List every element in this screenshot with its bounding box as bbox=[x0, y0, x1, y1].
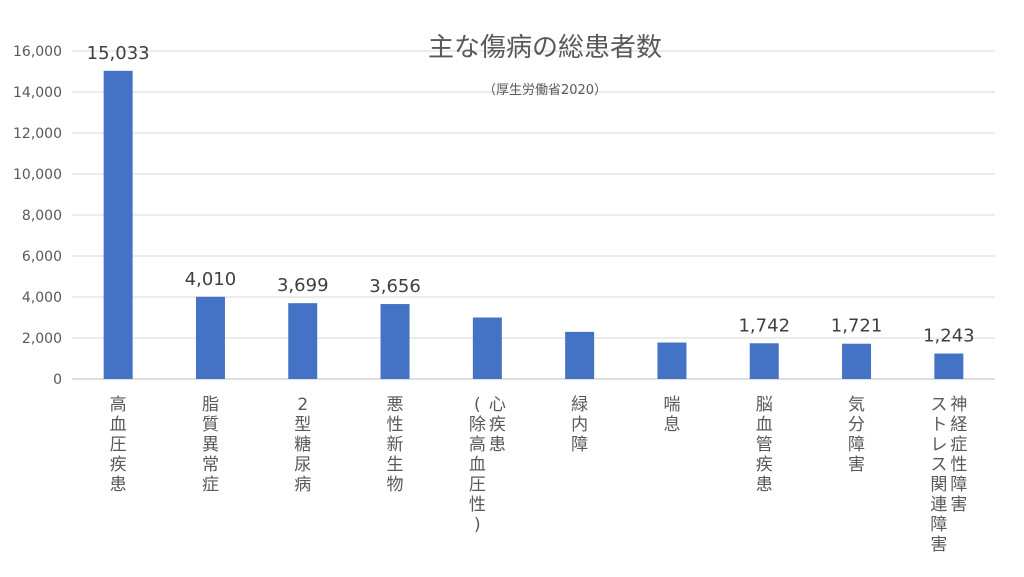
category-label: 脂質異常症 bbox=[202, 395, 219, 495]
x-axis-category-labels: 高血圧疾患 脂質異常症 2 型糖尿病 悪性新生物 心疾患(除高血圧性) 緑内障 喘息 脳血管疾患… bbox=[110, 395, 968, 555]
y-tick-label: 12,000 bbox=[13, 126, 62, 142]
bars bbox=[103, 70, 964, 380]
data-label: 4,010 bbox=[185, 269, 237, 290]
bar bbox=[657, 342, 687, 379]
category-label-text: 悪性新生物 bbox=[387, 395, 404, 495]
gridlines bbox=[72, 50, 995, 380]
category-label: 脳血管疾患 bbox=[756, 395, 773, 495]
data-label: 3,656 bbox=[369, 276, 421, 297]
chart-subtitle: （厚生労働省2020） bbox=[483, 83, 607, 98]
category-label-text: ストレス関連障害 bbox=[930, 395, 947, 555]
y-tick-label: 8,000 bbox=[22, 208, 62, 224]
bar bbox=[288, 303, 318, 379]
bar bbox=[934, 353, 964, 379]
chart-title: 主な傷病の総患者数 bbox=[428, 33, 662, 63]
category-label-text: 脳血管疾患 bbox=[756, 395, 773, 495]
y-axis-tick-labels: 0 2,000 4,000 6,000 8,000 10,000 12,000 14,000 1… bbox=[13, 44, 62, 388]
y-tick-label: 16,000 bbox=[13, 44, 62, 60]
bar bbox=[380, 304, 410, 379]
data-labels: 15,033 4,010 3,699 3,656 1,742 1,721 1,243 bbox=[87, 43, 975, 347]
y-tick-label: 4,000 bbox=[22, 290, 62, 306]
bar bbox=[195, 296, 225, 379]
category-label-text: 喘息 bbox=[663, 395, 680, 435]
category-label: 気分障害 bbox=[848, 395, 865, 475]
bar bbox=[565, 331, 595, 379]
category-label-text: (除高血圧性) bbox=[469, 395, 486, 535]
y-tick-label: 2,000 bbox=[22, 331, 62, 347]
bar bbox=[842, 343, 872, 379]
y-tick-label: 14,000 bbox=[13, 85, 62, 101]
category-label-text: 神経症性障害 bbox=[950, 395, 967, 515]
category-label-text: 高血圧疾患 bbox=[110, 395, 127, 495]
category-label: 高血圧疾患 bbox=[110, 395, 127, 495]
y-tick-label: 6,000 bbox=[22, 249, 62, 265]
category-label: 2 型糖尿病 bbox=[294, 395, 311, 495]
data-label: 3,699 bbox=[277, 275, 329, 296]
y-tick-label: 10,000 bbox=[13, 167, 62, 183]
category-label-text: 心疾患 bbox=[489, 395, 506, 455]
bar bbox=[472, 317, 502, 379]
category-label: 心疾患(除高血圧性) bbox=[469, 395, 506, 535]
category-label: 悪性新生物 bbox=[387, 395, 404, 495]
category-label-text: 脂質異常症 bbox=[202, 395, 219, 495]
data-label: 1,742 bbox=[738, 315, 790, 336]
bar bbox=[749, 343, 779, 379]
category-label-text: 緑内障 bbox=[571, 395, 588, 455]
y-tick-label: 0 bbox=[53, 372, 62, 388]
category-label: 喘息 bbox=[663, 395, 680, 435]
category-label-text: 2 型糖尿病 bbox=[294, 395, 311, 495]
category-label-text: 気分障害 bbox=[848, 395, 865, 475]
category-label: 緑内障 bbox=[571, 395, 588, 455]
data-label: 15,033 bbox=[87, 43, 150, 64]
data-label: 1,721 bbox=[831, 316, 883, 337]
bar bbox=[103, 70, 133, 380]
data-label: 1,243 bbox=[923, 326, 975, 347]
